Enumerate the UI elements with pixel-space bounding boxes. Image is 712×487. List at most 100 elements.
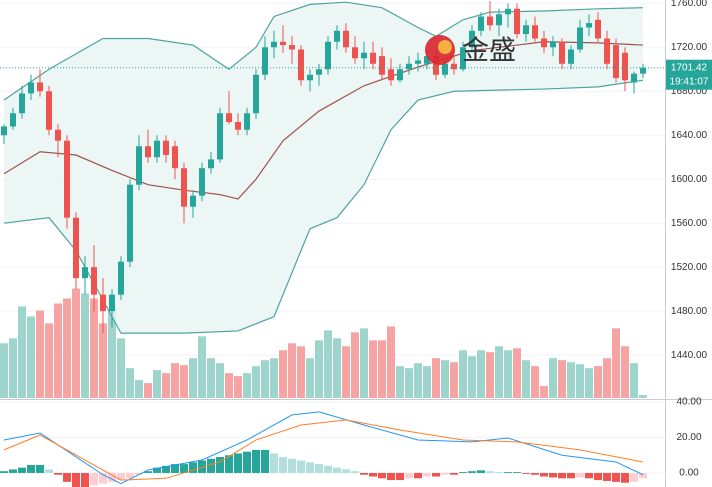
candle-body — [289, 45, 295, 50]
histogram-bar — [117, 472, 125, 481]
histogram-bar — [585, 472, 593, 479]
candle-body — [505, 8, 511, 15]
histogram-bar — [612, 472, 620, 482]
histogram-bar — [261, 449, 269, 473]
histogram-bar — [450, 472, 458, 475]
candle-body — [136, 146, 142, 185]
candle-body — [127, 184, 133, 262]
candle-body — [64, 140, 70, 218]
volume-bar — [360, 328, 368, 398]
volume-bar — [540, 386, 548, 398]
candle-body — [55, 129, 61, 141]
candle-body — [523, 25, 529, 35]
histogram-bar — [342, 469, 350, 473]
histogram-bar — [324, 465, 332, 473]
candle-body — [280, 41, 286, 46]
histogram-bar — [207, 458, 215, 473]
volume-bar — [243, 373, 251, 398]
histogram-bar — [162, 465, 170, 473]
histogram-bar — [396, 472, 404, 481]
volume-bar — [297, 346, 305, 398]
volume-bar — [216, 363, 224, 398]
histogram-bar — [378, 472, 386, 479]
candle-body — [28, 82, 34, 94]
volume-bar — [369, 340, 377, 398]
histogram-bar — [63, 472, 71, 482]
volume-bar — [207, 358, 215, 398]
histogram-bar — [81, 472, 89, 487]
volume-bar — [9, 338, 17, 398]
candle-body — [253, 74, 259, 114]
histogram-bar — [27, 464, 35, 473]
volume-bar — [18, 306, 26, 398]
last-price-label: 1701.42 — [671, 62, 708, 73]
volume-bar — [0, 343, 8, 398]
volume-bar — [315, 340, 323, 398]
candle-body — [19, 93, 25, 114]
candle-body — [316, 69, 322, 75]
volume-bar — [135, 380, 143, 398]
histogram-bar — [441, 472, 449, 475]
histogram-bar — [135, 472, 143, 475]
watermark: 金盛 — [425, 35, 516, 67]
histogram-bar — [360, 472, 368, 475]
histogram-bar — [225, 455, 233, 473]
histogram-bar — [18, 467, 26, 473]
histogram-bar — [621, 472, 629, 483]
candle-body — [469, 30, 475, 48]
histogram-bar — [144, 471, 152, 473]
histogram-bar — [306, 462, 314, 473]
candle-body — [307, 74, 313, 81]
volume-bar — [585, 368, 593, 398]
volume-bar — [441, 360, 449, 398]
y-tick-label: 1560.00 — [671, 218, 708, 229]
y-tick-label: 20.00 — [676, 432, 701, 443]
countdown-label: 19:41:07 — [670, 76, 709, 87]
histogram-bar — [297, 460, 305, 473]
candle-body — [82, 267, 88, 279]
histogram-bar — [288, 458, 296, 473]
y-tick-label: 40.00 — [676, 397, 701, 408]
volume-bar — [396, 366, 404, 398]
candle-body — [163, 140, 169, 156]
volume-bar — [549, 358, 557, 398]
volume-bar — [63, 298, 71, 398]
histogram-bar — [72, 472, 80, 487]
histogram-bar — [477, 470, 485, 473]
candle-body — [460, 47, 466, 70]
candle-body — [415, 60, 421, 64]
candle-body — [208, 159, 214, 169]
histogram-bar — [45, 469, 53, 473]
volume-bar — [477, 350, 485, 398]
y-tick-label: 1640.00 — [671, 130, 708, 141]
histogram-bar — [531, 472, 539, 475]
histogram-bar — [198, 460, 206, 473]
candle-body — [361, 52, 367, 59]
volume-bar — [522, 360, 530, 398]
volume-bar — [234, 376, 242, 398]
volume-bar — [180, 365, 188, 398]
volume-bar — [414, 363, 422, 398]
y-tick-label: 1600.00 — [671, 174, 708, 185]
volume-bar — [27, 316, 35, 398]
candle-body — [298, 49, 304, 81]
histogram-bar — [423, 472, 431, 477]
candle-body — [46, 91, 52, 130]
candle-body — [37, 82, 43, 92]
histogram-bar — [504, 472, 512, 473]
volume-bar — [531, 366, 539, 398]
candle-body — [424, 56, 430, 64]
volume-bar — [486, 352, 494, 398]
volume-bar — [81, 293, 89, 398]
volume-bar — [432, 358, 440, 398]
candle-body — [442, 63, 448, 75]
volume-bar — [594, 366, 602, 398]
macd-line — [3, 411, 644, 485]
candle-body — [550, 41, 556, 48]
candle-body — [478, 16, 484, 31]
histogram-bar — [153, 467, 161, 473]
histogram-bar — [369, 472, 377, 477]
volume-bar — [576, 364, 584, 398]
y-tick-label: 1520.00 — [671, 262, 708, 273]
